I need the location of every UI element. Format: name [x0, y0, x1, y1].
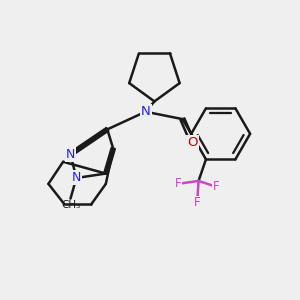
Text: CH₃: CH₃ [61, 200, 80, 210]
Text: N: N [66, 148, 75, 161]
Text: F: F [194, 196, 200, 209]
Text: F: F [175, 177, 181, 190]
Text: O: O [188, 136, 198, 149]
Text: N: N [141, 105, 151, 118]
Text: N: N [72, 172, 81, 184]
Text: F: F [213, 180, 220, 193]
